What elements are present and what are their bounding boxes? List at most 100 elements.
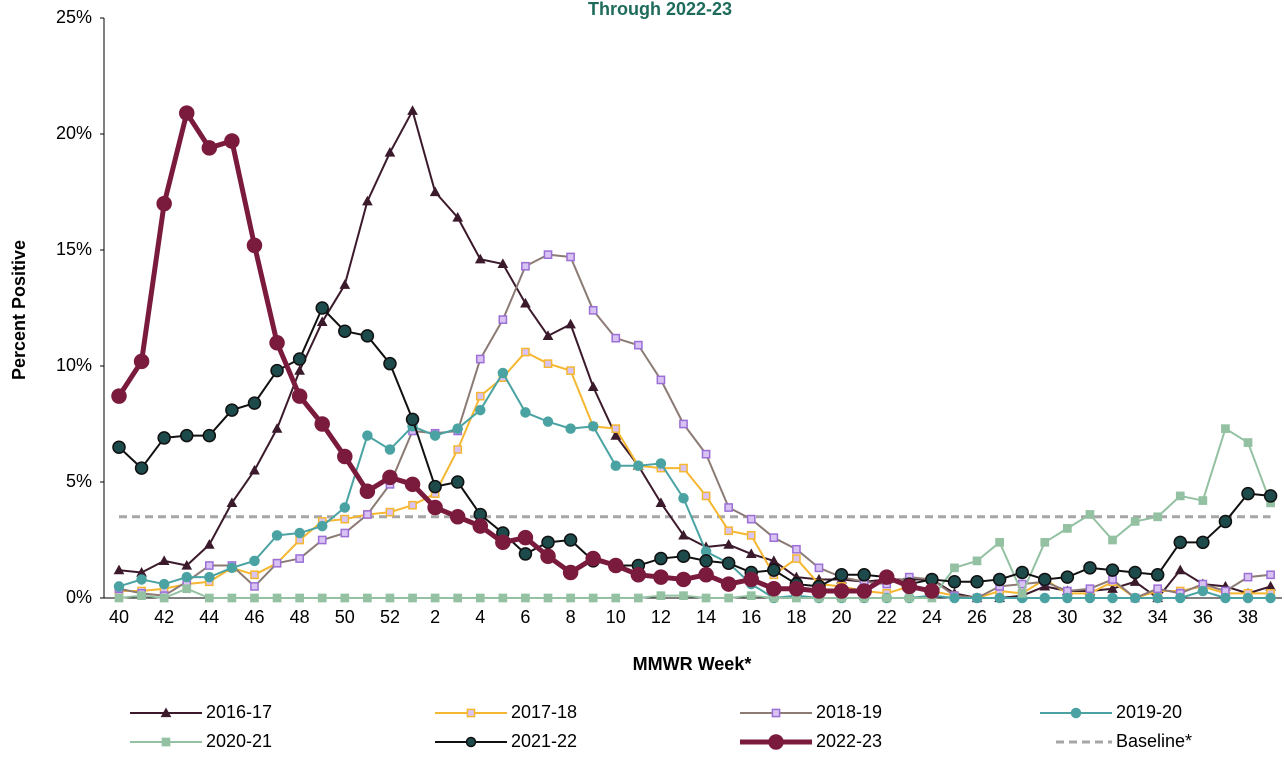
data-point	[521, 593, 530, 603]
x-tick-label: 26	[967, 607, 987, 627]
data-point	[520, 407, 531, 418]
data-point	[317, 535, 327, 545]
data-point	[1218, 514, 1233, 529]
y-tick-label: 20%	[56, 123, 92, 143]
data-point	[521, 261, 530, 271]
data-point	[453, 445, 463, 454]
data-point	[610, 460, 622, 472]
data-point	[970, 575, 984, 589]
data-point	[156, 195, 172, 212]
data-point	[405, 412, 420, 427]
data-point	[294, 365, 305, 375]
data-point	[475, 354, 485, 364]
data-point	[1062, 592, 1073, 604]
data-point	[834, 568, 849, 582]
legend-marker	[768, 734, 784, 750]
data-point	[543, 359, 553, 369]
data-point	[608, 557, 624, 574]
data-point	[250, 593, 259, 603]
legend-label: 2020-21	[206, 731, 272, 751]
data-point	[1083, 561, 1097, 575]
data-point	[316, 316, 328, 327]
y-axis-title: Percent Positive	[9, 240, 29, 380]
y-tick-label: 25%	[56, 7, 92, 27]
data-point	[724, 526, 734, 536]
data-point	[495, 534, 511, 551]
data-point	[136, 574, 147, 585]
data-point	[565, 318, 576, 329]
data-point	[520, 297, 531, 308]
x-tick-label: 52	[380, 607, 400, 627]
data-point	[517, 529, 534, 546]
data-point	[565, 423, 576, 434]
x-tick-label: 40	[109, 607, 129, 627]
series-line	[118, 253, 1271, 599]
data-point	[271, 423, 283, 433]
data-point	[359, 483, 376, 500]
data-point	[181, 571, 192, 583]
legend-label: Baseline*	[1116, 731, 1192, 751]
series-line	[118, 371, 1271, 599]
data-point	[430, 593, 440, 603]
data-point	[611, 593, 621, 603]
data-point	[856, 583, 872, 599]
data-point	[1263, 489, 1278, 503]
legend-label: 2018-19	[816, 702, 882, 722]
data-point	[724, 503, 734, 512]
data-point	[882, 593, 892, 603]
data-point	[360, 329, 375, 343]
data-point	[382, 469, 398, 486]
data-point	[746, 591, 756, 601]
x-tick-label: 6	[520, 607, 530, 627]
data-point	[340, 514, 350, 524]
data-point	[179, 428, 194, 443]
data-point	[745, 548, 757, 559]
data-point	[1175, 592, 1186, 604]
x-tick-label: 34	[1148, 607, 1168, 627]
data-point	[1220, 592, 1231, 604]
series-line	[118, 307, 1271, 588]
data-point	[724, 593, 734, 603]
data-point	[792, 554, 801, 563]
data-point	[1085, 510, 1095, 519]
data-point	[270, 363, 284, 378]
data-point	[904, 593, 914, 603]
data-point	[587, 421, 599, 432]
data-point	[295, 554, 304, 563]
data-point	[972, 556, 982, 566]
data-point	[1153, 584, 1163, 594]
data-point	[720, 576, 737, 592]
data-point	[250, 570, 259, 580]
data-point	[633, 340, 643, 350]
x-tick-label: 42	[154, 607, 174, 627]
data-point	[337, 448, 353, 465]
data-point	[498, 593, 508, 603]
data-point	[249, 555, 260, 567]
data-point	[383, 356, 397, 371]
data-point	[1015, 565, 1029, 580]
x-tick-label: 16	[741, 607, 761, 627]
data-point	[114, 593, 124, 603]
data-point	[247, 396, 262, 410]
data-point	[1017, 589, 1027, 598]
x-tick-label: 12	[651, 607, 671, 627]
data-point	[291, 388, 308, 404]
chart-title: Through 2022-23	[588, 0, 732, 19]
series-line	[118, 427, 1272, 599]
data-point	[225, 403, 239, 417]
data-point	[363, 510, 372, 519]
legend-label: 2022-23	[816, 731, 882, 751]
data-point	[1152, 592, 1163, 604]
series-line	[118, 109, 1271, 599]
data-point	[472, 518, 489, 534]
data-point	[814, 563, 824, 573]
x-tick-label: 44	[199, 607, 219, 627]
data-point	[112, 440, 126, 454]
data-point	[408, 593, 417, 603]
data-point	[679, 419, 688, 429]
x-tick-label: 46	[244, 607, 264, 627]
data-point	[158, 578, 170, 590]
data-point	[746, 531, 756, 540]
data-point	[227, 593, 237, 603]
